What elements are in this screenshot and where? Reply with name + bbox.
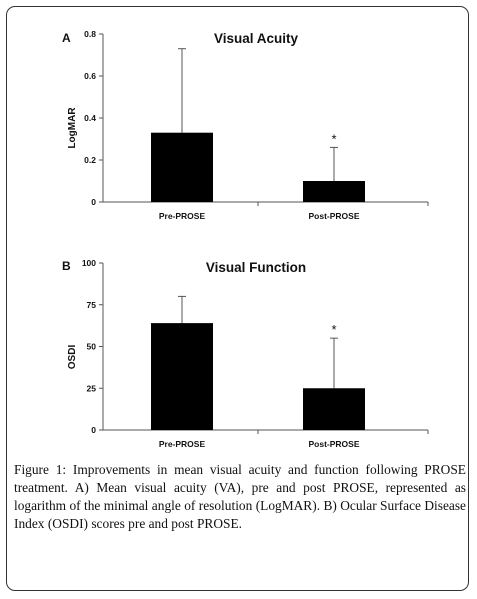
chart-b-bar-post-prose <box>303 388 365 430</box>
caption-text: Improvements in mean visual acuity and f… <box>14 462 466 531</box>
y-axis-label-osdi: OSDI <box>67 345 78 370</box>
chart-a-y-tick-label: 0.4 <box>84 113 96 123</box>
chart-a-y-tick-label: 0 <box>91 197 96 207</box>
panel-label-a: A <box>62 31 71 45</box>
figure-caption: Figure 1: Improvements in mean visual ac… <box>14 461 466 533</box>
chart-a-y-tick-label: 0.6 <box>84 71 96 81</box>
chart-b-y-tick-label: 100 <box>82 258 96 268</box>
chart-b-category-label: Pre-PROSE <box>159 439 206 449</box>
chart-a-bar-pre-prose <box>151 132 213 202</box>
chart-b-significance-marker: * <box>331 322 336 337</box>
figure-frame <box>6 6 469 591</box>
chart-title-visual-function: Visual Function <box>206 260 306 275</box>
chart-b-y-tick-label: 0 <box>91 425 96 435</box>
panel-label-b: B <box>62 259 71 273</box>
chart-title-visual-acuity: Visual Acuity <box>214 31 299 46</box>
plot-area-a: 0 0.2 0.4 0.6 0.8 Pre-PROSE Post-PROSE * <box>84 29 429 221</box>
chart-b-category-label: Post-PROSE <box>308 439 359 449</box>
chart-b-y-tick-label: 25 <box>87 383 97 393</box>
chart-a-bar-post-prose <box>303 181 365 202</box>
chart-a-y-tick-label: 0.2 <box>84 155 96 165</box>
chart-a-category-label: Post-PROSE <box>308 211 359 221</box>
chart-visual-acuity: A Visual Acuity LogMAR 0 0.2 0.4 0.6 0.8 Pre-… <box>62 29 429 221</box>
chart-a-y-tick-label: 0.8 <box>84 29 96 39</box>
chart-visual-function: B Visual Function OSDI 0 25 50 75 100 Pre-PRO… <box>62 258 429 449</box>
figure-canvas: A Visual Acuity LogMAR 0 0.2 0.4 0.6 0.8 Pre-… <box>62 29 429 449</box>
chart-b-y-tick-label: 50 <box>87 342 97 352</box>
chart-b-bar-pre-prose <box>151 323 213 430</box>
plot-area-b: 0 25 50 75 100 Pre-PROSE Post-PROSE * <box>82 258 429 449</box>
chart-a-significance-marker: * <box>331 131 336 146</box>
chart-b-y-tick-label: 75 <box>87 300 97 310</box>
chart-a-category-label: Pre-PROSE <box>159 211 206 221</box>
y-axis-label-logmar: LogMAR <box>67 107 78 149</box>
caption-label: Figure 1: <box>14 462 67 477</box>
